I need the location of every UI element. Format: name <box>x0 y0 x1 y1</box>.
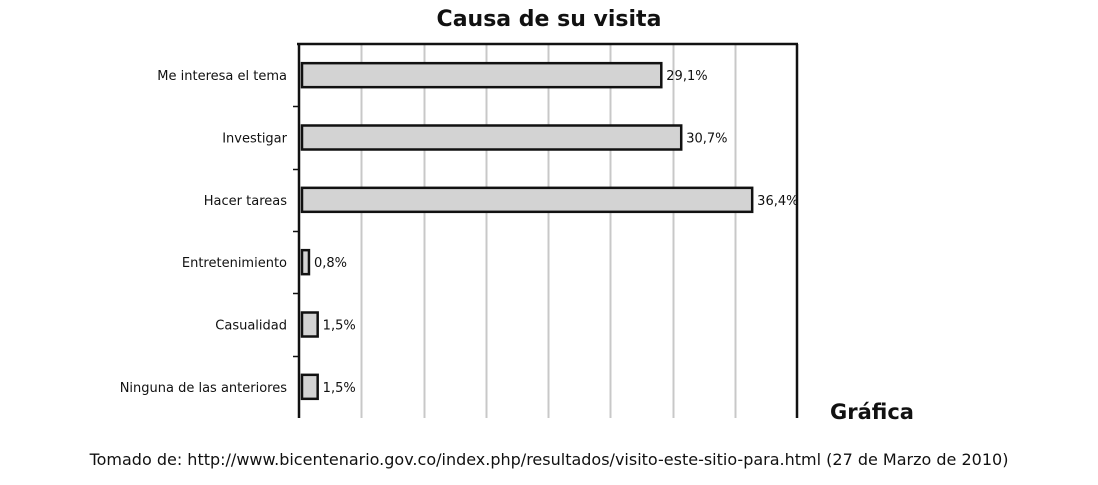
category-label: Investigar <box>222 132 287 147</box>
data-label: 1,5% <box>323 381 356 396</box>
source-caption: Tomado de: http://www.bicentenario.gov.c… <box>89 450 1009 469</box>
bar <box>300 124 683 151</box>
bar <box>300 311 319 338</box>
data-label: 29,1% <box>666 69 707 84</box>
grid-lines <box>360 44 737 418</box>
bar <box>300 61 663 89</box>
data-label: 36,4% <box>757 194 798 209</box>
category-label: Ninguna de las anteriores <box>120 381 288 396</box>
bar <box>300 373 319 401</box>
category-label: Casualidad <box>215 319 287 334</box>
category-label: Hacer tareas <box>204 194 287 209</box>
data-label: 0,8% <box>314 256 347 271</box>
axes <box>293 42 799 418</box>
data-label: 30,7% <box>686 132 727 147</box>
labels: Me interesa el tema 29,1% Investigar 30,7% H… <box>120 69 799 396</box>
bars <box>300 61 754 401</box>
grafica-label: Gráfica <box>830 400 914 424</box>
bar <box>300 186 754 214</box>
category-label: Entretenimiento <box>182 256 287 271</box>
category-label: Me interesa el tema <box>157 69 287 84</box>
bar <box>300 248 311 276</box>
chart-title: Causa de su visita <box>437 7 662 32</box>
data-label: 1,5% <box>323 319 356 334</box>
